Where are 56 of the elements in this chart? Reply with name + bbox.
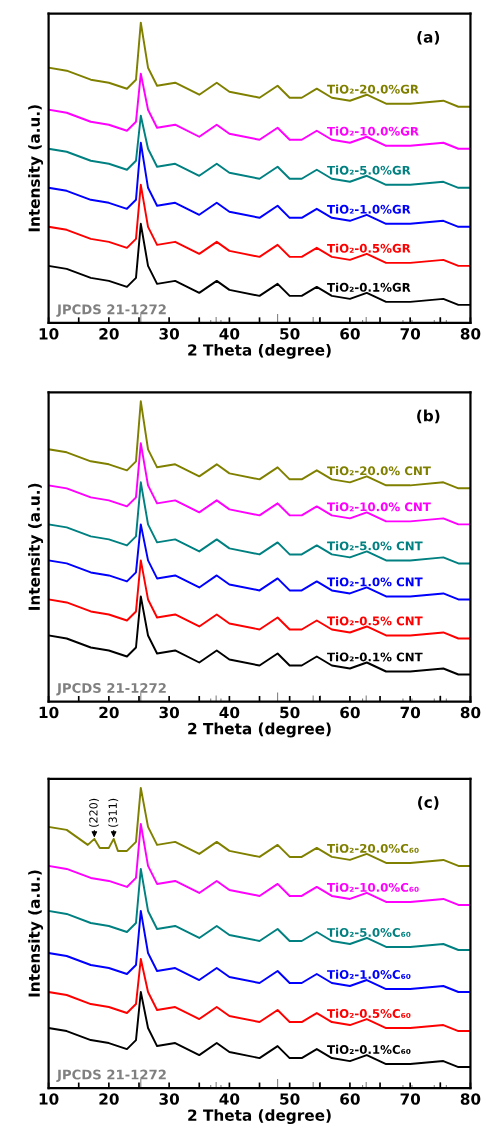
series-label: TiO₂-5.0% CNT bbox=[327, 541, 423, 551]
annotation: (311) bbox=[108, 798, 119, 827]
annotation: (220) bbox=[89, 798, 99, 827]
x-axis-title: 2 Theta (degree) bbox=[188, 343, 331, 359]
x-axis-title: 2 Theta (degree) bbox=[188, 722, 331, 738]
series-label: TiO₂-20.0%C₆₀ bbox=[327, 843, 419, 853]
series-label: TiO₂-10.0%GR bbox=[327, 126, 419, 136]
series-label: TiO₂-10.0%C₆₀ bbox=[327, 882, 419, 892]
series-label: JPCDS 21-1272 bbox=[56, 682, 166, 696]
series-label: TiO₂-0.5% CNT bbox=[327, 616, 423, 626]
x-tick-label: 10 bbox=[39, 328, 59, 340]
x-tick-label: 70 bbox=[400, 706, 421, 719]
x-tick-label: 20 bbox=[99, 706, 119, 719]
y-axis-title: Intensity (a.u.) bbox=[28, 870, 44, 997]
y-axis-title: Intensity (a.u.) bbox=[28, 483, 44, 610]
x-tick-label: 70 bbox=[400, 328, 421, 340]
x-tick-label: 50 bbox=[280, 328, 300, 340]
x-tick-label: 10 bbox=[39, 1093, 59, 1105]
x-tick-label: 80 bbox=[460, 1093, 481, 1105]
series-label: TiO₂-20.0%GR bbox=[327, 84, 419, 94]
x-tick-label: 30 bbox=[159, 328, 180, 340]
x-tick-label: 40 bbox=[219, 328, 240, 340]
x-tick-label: 10 bbox=[39, 706, 59, 719]
series-label: TiO₂-1.0%GR bbox=[327, 204, 411, 214]
x-tick-label: 70 bbox=[400, 1093, 421, 1105]
x-axis-title: 2 Theta (degree) bbox=[188, 1109, 331, 1125]
x-tick-label: 30 bbox=[159, 1093, 180, 1105]
x-tick-label: 50 bbox=[280, 706, 300, 719]
series-label: TiO₂-0.1%GR bbox=[327, 282, 411, 292]
series-label: TiO₂-1.0%C₆₀ bbox=[327, 969, 411, 979]
x-tick-label: 20 bbox=[99, 328, 119, 340]
series-label: TiO₂-5.0%C₆₀ bbox=[327, 927, 411, 937]
y-axis-title: Intensity (a.u.) bbox=[28, 105, 44, 232]
series-label: TiO₂-5.0%GR bbox=[327, 165, 411, 175]
x-tick-label: 40 bbox=[219, 706, 240, 719]
series-label: TiO₂-0.5%GR bbox=[327, 243, 411, 253]
series-label: JPCDS 21-1272 bbox=[56, 304, 166, 317]
x-tick-label: 40 bbox=[219, 1093, 240, 1105]
x-tick-label: 80 bbox=[460, 328, 481, 340]
series-label: TiO₂-0.5%C₆₀ bbox=[327, 1008, 411, 1018]
x-tick-label: 50 bbox=[280, 1093, 300, 1105]
x-tick-label: 30 bbox=[159, 706, 180, 719]
series-label: JPCDS 21-1272 bbox=[56, 1069, 166, 1082]
series-label: TiO₂-20.0% CNT bbox=[327, 466, 431, 476]
series-label: TiO₂-0.1% CNT bbox=[327, 652, 423, 662]
series-label: TiO₂-10.0% CNT bbox=[327, 502, 431, 512]
annotation: (a) bbox=[417, 31, 440, 45]
series-label: TiO₂-0.1%C₆₀ bbox=[327, 1044, 411, 1054]
x-tick-label: 60 bbox=[340, 1093, 360, 1105]
annotation: (b) bbox=[417, 409, 440, 424]
x-tick-label: 60 bbox=[340, 328, 360, 340]
annotation: (c) bbox=[418, 796, 439, 810]
x-tick-label: 60 bbox=[340, 706, 360, 719]
x-tick-label: 80 bbox=[460, 706, 481, 719]
series-label: TiO₂-1.0% CNT bbox=[327, 577, 423, 587]
x-tick-label: 20 bbox=[99, 1093, 119, 1105]
